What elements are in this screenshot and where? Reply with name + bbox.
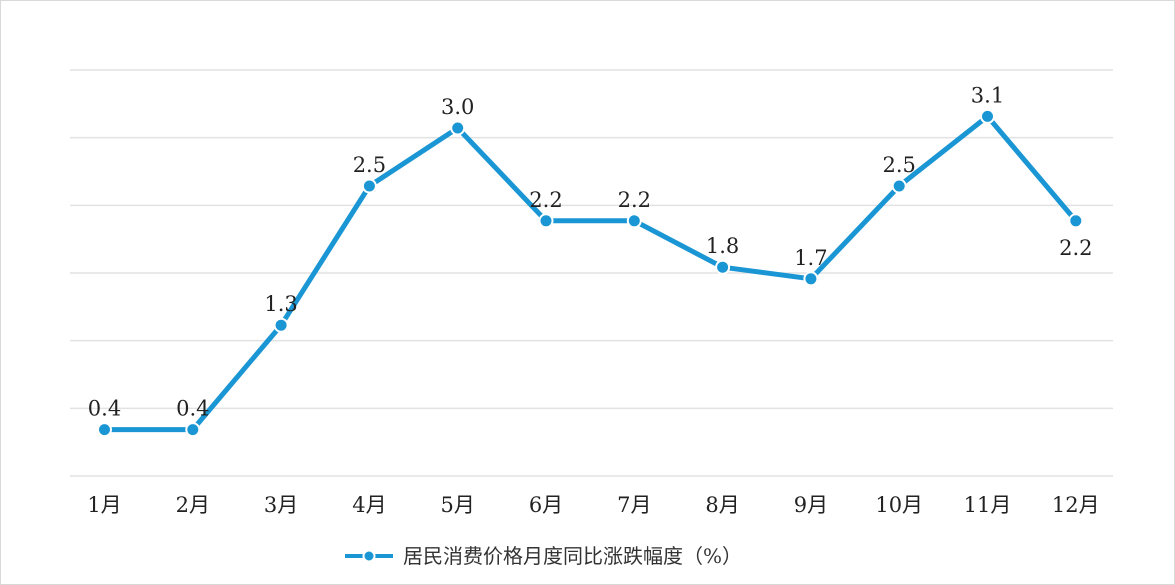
data-point <box>185 422 201 438</box>
data-label: 1.7 <box>794 246 827 270</box>
data-point <box>1068 213 1084 229</box>
data-label: 1.8 <box>706 234 739 258</box>
data-point <box>361 178 377 194</box>
series-markers <box>97 108 1084 438</box>
x-tick-label: 12月 <box>1052 493 1100 517</box>
x-tick-label: 2月 <box>176 493 210 517</box>
x-tick-label: 5月 <box>441 493 475 517</box>
x-axis-ticks: 1月 2月 3月 4月 5月 6月 7月 8月 9月 10月 11月 12月 <box>87 493 1099 517</box>
x-tick-label: 3月 <box>264 493 298 517</box>
data-label: 2.2 <box>1059 236 1092 260</box>
data-label: 0.4 <box>88 397 121 421</box>
data-label: 3.0 <box>441 95 474 119</box>
data-point <box>450 120 466 136</box>
data-point <box>891 178 907 194</box>
x-tick-label: 7月 <box>617 493 651 517</box>
data-label: 0.4 <box>176 397 209 421</box>
data-point <box>980 108 995 124</box>
data-point <box>273 317 289 333</box>
data-point <box>715 259 731 275</box>
legend-swatch-marker <box>362 549 376 563</box>
legend-label: 居民消费价格月度同比涨跌幅度（%） <box>403 544 742 568</box>
data-point <box>97 422 112 438</box>
data-point <box>626 213 642 229</box>
x-tick-label: 6月 <box>529 493 563 517</box>
data-point <box>538 213 554 229</box>
x-tick-label: 4月 <box>352 493 386 517</box>
gridlines <box>70 69 1113 477</box>
data-label: 2.2 <box>618 188 651 212</box>
data-label: 2.5 <box>882 153 915 177</box>
data-label: 2.5 <box>353 153 386 177</box>
x-tick-label: 11月 <box>964 493 1012 517</box>
x-tick-label: 10月 <box>875 493 923 517</box>
data-label: 2.2 <box>529 188 562 212</box>
series-line <box>102 113 1079 433</box>
data-point <box>803 271 819 287</box>
x-tick-label: 9月 <box>794 493 828 517</box>
x-tick-label: 1月 <box>87 493 121 517</box>
legend: 居民消费价格月度同比涨跌幅度（%） <box>345 544 742 568</box>
x-tick-label: 8月 <box>705 493 739 517</box>
data-label: 1.3 <box>264 292 297 316</box>
data-label: 3.1 <box>971 83 1004 107</box>
data-labels: 0.4 0.4 1.3 2.5 3.0 2.2 2.2 1.8 1.7 2.5 3.1 2.2 <box>88 83 1093 420</box>
